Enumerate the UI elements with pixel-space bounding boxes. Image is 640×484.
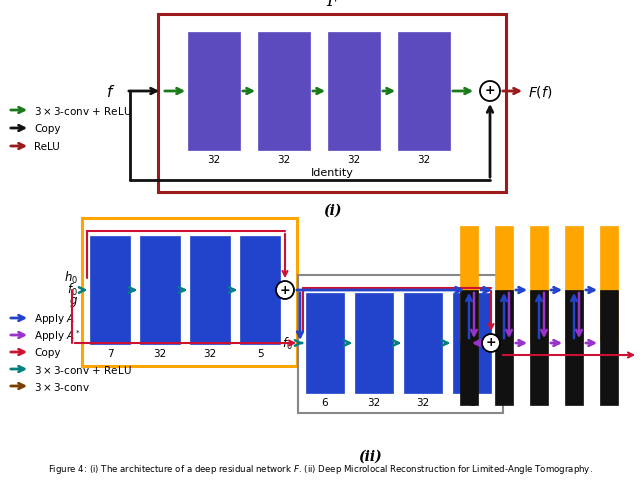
Text: 32: 32 [207, 155, 221, 165]
Bar [140, 236, 180, 344]
Bar [158, 14, 506, 192]
Text: $h_0$: $h_0$ [64, 270, 78, 286]
Text: $f_0$: $f_0$ [282, 336, 293, 352]
Text: $3\times 3$-conv + ReLU: $3\times 3$-conv + ReLU [34, 364, 132, 376]
Text: $g$: $g$ [69, 295, 78, 309]
Text: Figure 4: (i) The architecture of a deep residual network $F$. (ii) Deep Microlo: Figure 4: (i) The architecture of a deep… [47, 463, 593, 476]
Text: 32: 32 [367, 398, 381, 408]
Text: Copy: Copy [34, 348, 61, 358]
Bar [565, 226, 583, 341]
Text: 32: 32 [277, 155, 291, 165]
Text: $f_0$: $f_0$ [67, 282, 78, 298]
Text: (i): (i) [323, 204, 341, 218]
Text: $F(f)$: $F(f)$ [528, 84, 552, 100]
Bar [240, 236, 280, 344]
Bar [306, 293, 344, 393]
Bar [600, 226, 618, 341]
Text: Copy: Copy [34, 124, 61, 134]
Bar [355, 293, 393, 393]
Text: 5: 5 [468, 398, 476, 408]
Bar [404, 293, 442, 393]
Bar [530, 226, 548, 341]
Bar [460, 226, 478, 341]
Bar [328, 32, 380, 150]
Text: 32: 32 [417, 155, 431, 165]
Circle shape [480, 81, 500, 101]
Text: ReLU: ReLU [34, 142, 60, 152]
Bar [460, 290, 478, 405]
Bar [453, 293, 491, 393]
Bar [495, 226, 513, 341]
Text: 6: 6 [322, 398, 328, 408]
Text: 32: 32 [204, 349, 216, 359]
Text: +: + [484, 85, 495, 97]
Circle shape [482, 334, 500, 352]
Bar [600, 290, 618, 405]
Bar [188, 32, 240, 150]
Text: 5: 5 [257, 349, 263, 359]
Text: +: + [486, 336, 496, 349]
Bar [298, 275, 503, 413]
Text: F: F [326, 0, 338, 10]
Text: Identity: Identity [310, 168, 353, 178]
Bar [495, 290, 513, 405]
Bar [258, 32, 310, 150]
Bar [82, 218, 297, 366]
Text: $3\times 3$-conv: $3\times 3$-conv [34, 381, 90, 393]
Text: (ii): (ii) [358, 450, 382, 464]
Circle shape [276, 281, 294, 299]
Text: Apply $A$: Apply $A$ [34, 312, 75, 326]
Bar [565, 290, 583, 405]
Bar [530, 290, 548, 405]
Text: $3\times 3$-conv + ReLU: $3\times 3$-conv + ReLU [34, 105, 132, 117]
Bar [398, 32, 450, 150]
Text: 7: 7 [107, 349, 113, 359]
Bar [190, 236, 230, 344]
Bar [90, 236, 130, 344]
Text: +: + [280, 284, 291, 297]
Text: 32: 32 [348, 155, 360, 165]
Text: Apply $A^*$: Apply $A^*$ [34, 328, 81, 344]
Text: $f$: $f$ [106, 84, 115, 100]
Text: 32: 32 [154, 349, 166, 359]
Text: 32: 32 [417, 398, 429, 408]
